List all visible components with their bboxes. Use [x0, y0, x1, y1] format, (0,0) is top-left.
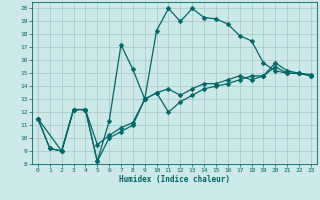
- X-axis label: Humidex (Indice chaleur): Humidex (Indice chaleur): [119, 175, 230, 184]
